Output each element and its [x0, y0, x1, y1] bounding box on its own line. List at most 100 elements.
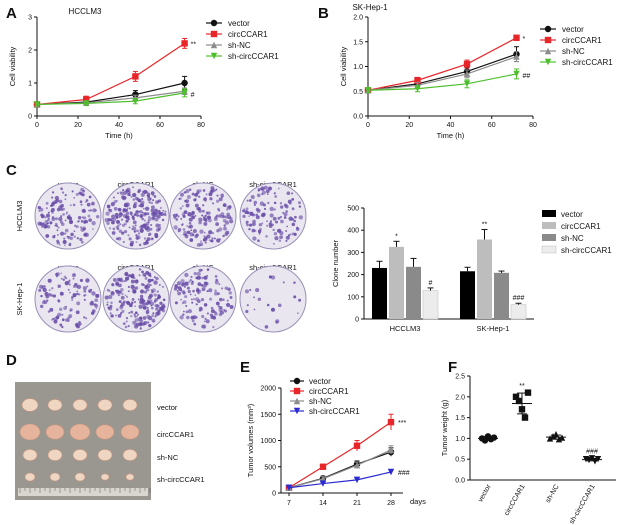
y-tick-label: 2	[28, 48, 32, 55]
colony-dot	[211, 237, 214, 240]
colony-dot	[68, 216, 73, 221]
colony-dot	[203, 275, 208, 280]
colony-dot	[174, 285, 178, 289]
colony-dot	[205, 193, 208, 196]
colony-dot	[55, 272, 60, 277]
colony-dot	[198, 209, 202, 213]
colony-dot	[152, 217, 155, 220]
colony-dot	[57, 234, 59, 236]
colony-dot	[75, 225, 79, 229]
colony-dot	[273, 208, 276, 211]
colony-dot	[115, 308, 119, 312]
legend-label: vector	[309, 377, 331, 386]
colony-dot	[45, 213, 51, 218]
colony-dot	[145, 302, 149, 306]
legend-label: circCCAR1	[562, 36, 602, 45]
colony-dot	[269, 213, 274, 218]
colony-dot	[129, 191, 131, 194]
colony-dot	[182, 313, 185, 316]
series-line-sh-NC	[288, 449, 392, 489]
bar-sh-NC	[494, 272, 509, 319]
data-point-circCCAR1	[515, 397, 523, 405]
colony-dot	[149, 227, 153, 231]
colony-dot	[49, 221, 53, 225]
colony-dot	[121, 309, 125, 314]
colony-dot	[291, 232, 295, 236]
colony-dot	[108, 227, 112, 230]
colony-dot	[161, 218, 165, 222]
bar-circCCAR1	[477, 239, 492, 319]
colony-dot	[80, 226, 82, 229]
data-point-vector	[181, 79, 188, 87]
colony-dot	[187, 289, 191, 294]
colony-dot	[77, 216, 82, 220]
colony-dot	[246, 199, 249, 202]
colony-dot	[192, 228, 197, 234]
colony-dot	[215, 188, 218, 191]
colony-dot	[131, 301, 134, 304]
colony-dot	[197, 282, 202, 287]
colony-dot	[142, 322, 146, 326]
colony-dot	[242, 209, 245, 213]
colony-dot	[181, 212, 186, 216]
colony-dot	[225, 302, 231, 307]
colony-dot	[255, 215, 260, 220]
colony-dot	[134, 286, 139, 290]
colony-dot	[217, 207, 220, 211]
colony-dot	[142, 302, 146, 306]
colony-dot	[244, 210, 249, 215]
colony-dot	[124, 222, 127, 226]
colony-dot	[219, 306, 223, 310]
colony-dot	[60, 272, 62, 275]
colony-dot	[116, 215, 119, 219]
colony-dot	[65, 211, 68, 214]
colony-dot	[248, 199, 252, 202]
colony-dot	[69, 291, 71, 294]
colony-dot	[136, 229, 139, 233]
colony-dot	[135, 322, 140, 327]
legend-marker	[293, 397, 301, 405]
data-point-sh-NC	[552, 431, 560, 438]
colony-dot	[213, 237, 216, 240]
colony-dot	[47, 218, 50, 222]
colony-dot	[76, 292, 79, 296]
colony-dot	[183, 230, 188, 235]
colony-dot	[150, 224, 153, 227]
colony-dot	[140, 319, 144, 323]
colony-dot	[126, 295, 129, 298]
colony-dot	[57, 284, 61, 288]
x-tick-label: 14	[319, 500, 327, 507]
bar-circCCAR1	[389, 246, 404, 319]
colony-dot	[186, 315, 190, 320]
colony-dot	[218, 197, 223, 202]
category-label: SK-Hep-1	[477, 324, 510, 333]
colony-dot	[213, 291, 218, 296]
colony-dot	[88, 218, 92, 222]
legend-label: sh-circCCAR1	[561, 246, 612, 255]
legend-label: sh-circCCAR1	[228, 52, 279, 61]
colony-dot	[83, 294, 86, 297]
chart-a: 0 1 2 3 0 20 40 60 80 Time (h) Cell viability HCCLM…	[8, 7, 279, 140]
colony-dot	[146, 237, 151, 241]
colony-dot	[219, 238, 222, 241]
colony-dot	[255, 288, 260, 293]
colony-dot	[116, 219, 120, 224]
colony-dot	[118, 229, 122, 233]
colony-dot	[172, 214, 175, 217]
tumor	[97, 399, 113, 411]
colony-dot	[117, 207, 122, 212]
colony-dot	[261, 190, 267, 195]
colony-dot	[53, 319, 58, 324]
colony-dot	[179, 207, 183, 210]
colony-dot	[127, 290, 130, 293]
tumor	[74, 472, 86, 482]
colony-dot	[155, 276, 159, 281]
colony-dot	[76, 237, 79, 240]
x-axis-label: Time (h)	[437, 131, 465, 140]
colony-dot	[209, 190, 213, 193]
colony-dot	[117, 293, 121, 297]
colony-dot	[207, 211, 211, 215]
colony-dot	[187, 214, 190, 216]
legend-label: sh-NC	[562, 47, 585, 56]
colony-dot	[196, 243, 201, 247]
